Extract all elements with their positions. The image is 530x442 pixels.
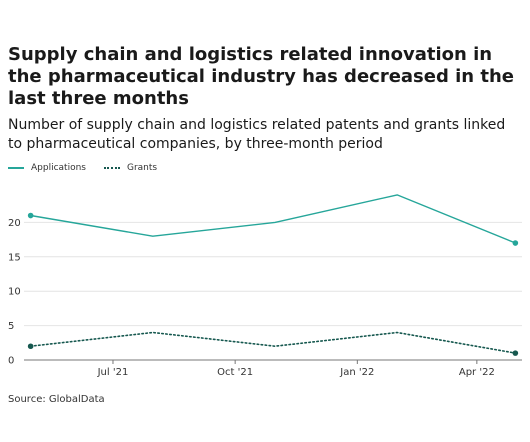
point-grants-4: [512, 350, 519, 356]
series-line-applications: [30, 194, 516, 244]
source-note: Source: GlobalData: [8, 394, 105, 405]
x-tick-labels: Jul '21 Oct '21 Jan '22 Apr '22: [97, 360, 495, 378]
chart-subtitle: Number of supply chain and logistics rel…: [8, 117, 506, 152]
series-end-points: [27, 212, 519, 356]
chart-title: Supply chain and logistics related innov…: [8, 44, 515, 109]
series-lines: [29, 194, 517, 354]
y-tick-label-20: 20: [8, 218, 21, 229]
y-tick-label-15: 15: [8, 252, 21, 263]
legend-item-grants: Grants: [103, 163, 158, 173]
point-grants-0: [27, 343, 34, 350]
legend-label-grants: Grants: [126, 163, 158, 173]
legend-swatch-grants: [103, 167, 120, 169]
point-applications-4: [512, 240, 519, 246]
y-tick-label-0: 0: [8, 356, 14, 367]
legend-swatch-applications: [8, 167, 24, 169]
series-line-grants: [29, 331, 517, 354]
x-tick-label-jul-21: Jul '21: [97, 367, 129, 378]
point-applications-0: [27, 212, 34, 219]
y-tick-labels: 0 5 10 15 20: [8, 218, 21, 367]
y-tick-label-10: 10: [8, 287, 21, 298]
legend: Applications Grants: [8, 160, 175, 176]
legend-label-applications: Applications: [31, 163, 86, 173]
x-tick-label-oct-21: Oct '21: [217, 367, 253, 378]
legend-item-applications: Applications: [8, 163, 86, 173]
x-tick-label-jan-22: Jan '22: [339, 367, 374, 378]
x-tick-label-apr-22: Apr '22: [459, 367, 495, 378]
y-tick-label-5: 5: [8, 321, 14, 332]
gridlines: [24, 221, 522, 361]
